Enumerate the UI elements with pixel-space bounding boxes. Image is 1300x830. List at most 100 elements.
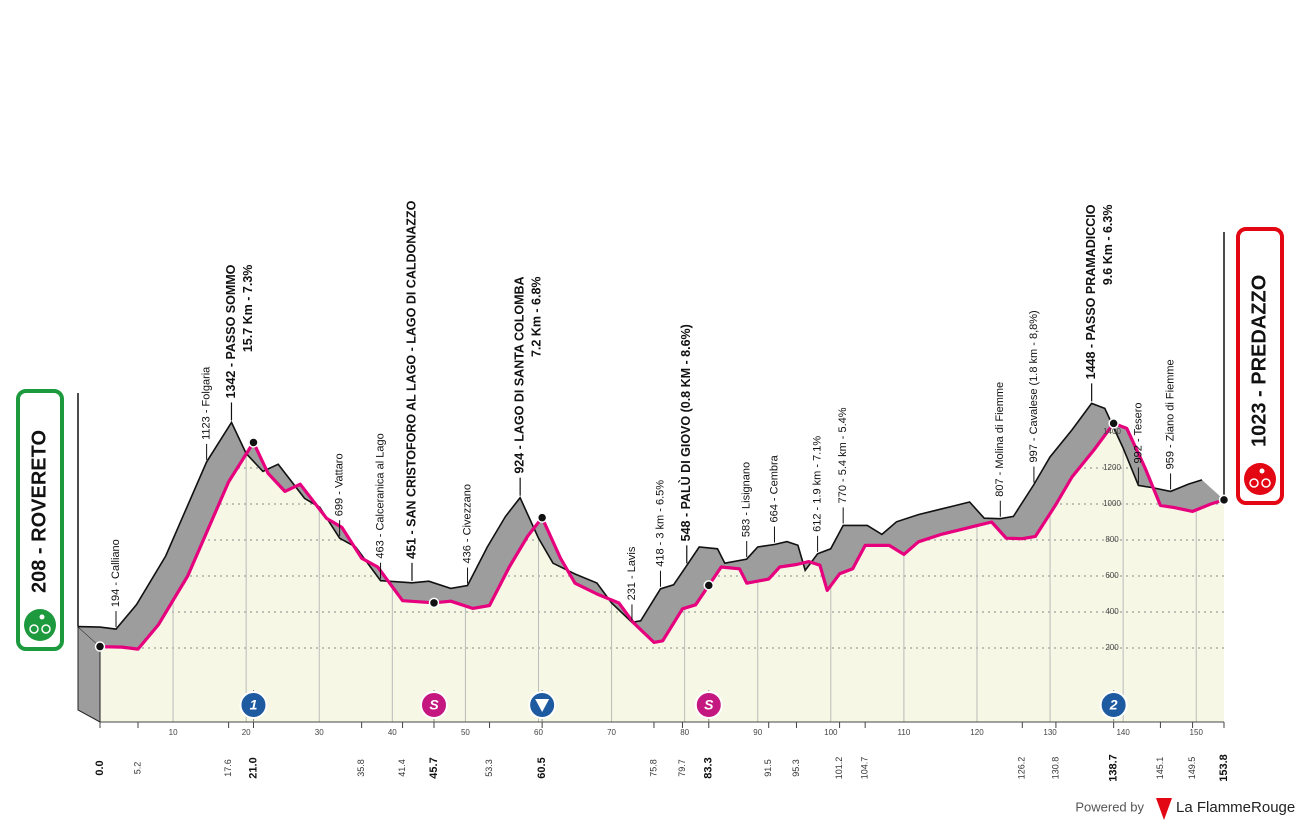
waypoint-label: 959 - Ziano di Fiemme: [1164, 359, 1176, 469]
waypoint-label: 612 - 1.9 km - 7.1%: [811, 436, 823, 532]
km-label: 17.6: [223, 759, 233, 777]
km-label: 60.5: [536, 757, 548, 778]
km-label: 145.1: [1155, 757, 1165, 780]
km-label: 79.7: [677, 759, 687, 777]
waypoint-label: 664 - Cembra: [768, 454, 780, 522]
footer-powered: Powered by: [1075, 799, 1144, 814]
km-label: 0.0: [94, 760, 106, 775]
point-dot: [1218, 494, 1230, 506]
category-marker: [694, 691, 723, 719]
km-label: 53.3: [484, 759, 494, 777]
km-label: 35.8: [356, 759, 366, 777]
start-icon-wheel: [29, 624, 39, 634]
point-dot: [94, 641, 106, 652]
x-tick-label: 20: [242, 728, 251, 737]
waypoint-label: 231 - Lavis: [626, 546, 638, 600]
km-label: 104.7: [860, 757, 870, 780]
x-tick-label: 100: [824, 728, 838, 737]
category-marker: [1099, 691, 1128, 719]
climb-label: 1448 - PASSO PRAMADICCIO: [1084, 204, 1098, 379]
waypoint-label: 992 - Tesero: [1132, 402, 1144, 463]
waypoint-label: 583 - Lisignano: [741, 462, 753, 537]
waypoint-label: 997 - Cavalese (1.8 km - 8,8%): [1028, 310, 1040, 462]
point-dot: [1108, 418, 1119, 429]
km-label: 83.3: [703, 757, 715, 778]
waypoint-label: 418 - 3 km - 6.5%: [654, 480, 666, 567]
finish-icon-wheel: [1249, 478, 1259, 488]
x-tick-label: 60: [534, 728, 543, 737]
category-marker: [419, 691, 448, 719]
km-label: 126.2: [1017, 757, 1027, 780]
finish-icon-wheel: [1261, 478, 1271, 488]
finish-icon: [1244, 463, 1276, 495]
km-label: 138.7: [1108, 754, 1120, 782]
waypoint-label: 770 - 5.4 km - 5.4%: [837, 407, 849, 503]
point-dot: [248, 437, 259, 448]
marker-symbol: [535, 699, 550, 712]
marker-symbol: S: [429, 697, 439, 713]
x-tick-label: 140: [1116, 728, 1130, 737]
climb-label: 924 - LAGO DI SANTA COLOMBA: [512, 276, 526, 473]
x-tick-label: 150: [1190, 728, 1204, 737]
km-label: 21.0: [247, 757, 259, 778]
km-label: 149.5: [1187, 757, 1197, 780]
waypoint-label: 463 - Calceranica al Lago: [374, 433, 386, 558]
km-label: 91.5: [763, 759, 773, 777]
y-tick-label: 1200: [1103, 463, 1121, 472]
brand-logo: [1156, 798, 1172, 820]
y-tick-label: 400: [1105, 607, 1119, 616]
x-tick-label: 130: [1043, 728, 1057, 737]
waypoint-label: 1123 - Folgaria: [201, 366, 213, 440]
climb-detail: 15.7 Km - 7.3%: [241, 265, 255, 353]
y-tick-label: 1000: [1103, 499, 1121, 508]
y-tick-label: 1400: [1103, 427, 1121, 436]
x-tick-label: 120: [970, 728, 984, 737]
point-dot: [703, 580, 715, 591]
km-label: 41.4: [397, 759, 407, 777]
marker-symbol: S: [704, 697, 714, 713]
start-icon-head: [39, 614, 45, 620]
finish-icon-head: [1259, 468, 1265, 474]
point-dot: [428, 597, 440, 609]
km-label: 130.8: [1050, 757, 1060, 780]
x-tick-label: 70: [607, 728, 616, 737]
km-label: 5.2: [132, 762, 142, 775]
waypoint-label: 436 - Civezzano: [461, 484, 473, 564]
km-label: 153.8: [1218, 754, 1230, 782]
climb-label: 548 - PALÙ DI GIOVO (0.8 KM - 8.6%): [678, 324, 693, 541]
ground-fill: [100, 423, 1224, 722]
x-tick-label: 110: [898, 728, 911, 737]
climb-label: 1342 - PASSO SOMMO: [224, 264, 238, 398]
x-tick-label: 50: [461, 728, 470, 737]
marker-symbol: 2: [1109, 697, 1118, 713]
y-tick-label: 600: [1105, 571, 1119, 580]
elevation-line: [99, 421, 1225, 651]
km-label: 101.2: [834, 757, 844, 780]
x-tick-label: 30: [315, 728, 324, 737]
start-icon-wheel: [41, 624, 51, 634]
waypoint-label: 194 - Calliano: [110, 539, 122, 607]
finish-badge: [1236, 227, 1284, 505]
km-label: 95.3: [791, 759, 801, 777]
climb-detail: 7.2 Km - 6.8%: [529, 276, 543, 357]
climb-label: 451 - SAN CRISTOFORO AL LAGO - LAGO DI C…: [404, 200, 418, 558]
start-label: 208 - ROVERETO: [28, 430, 50, 593]
x-tick-label: 40: [388, 728, 397, 737]
start-icon: [24, 609, 56, 641]
waypoint-label: 807 - Molina di Fiemme: [994, 382, 1006, 497]
km-label: 45.7: [428, 757, 440, 778]
x-tick-label: 10: [169, 728, 178, 737]
label-layer: 200 400 600 800 1000 1200 1400 10 20 30 40 50 60 70 80…: [16, 200, 1284, 782]
footer-brand: La FlammeRouge: [1176, 799, 1295, 816]
climb-detail: 9.6 Km - 6.3%: [1101, 205, 1115, 286]
marker-symbol: 1: [250, 697, 258, 713]
category-marker: [239, 691, 268, 719]
km-label: 75.8: [648, 759, 658, 777]
x-tick-label: 80: [680, 728, 689, 737]
waypoint-label: 699 - Vattaro: [334, 453, 346, 516]
finish-label: 1023 - PREDAZZO: [1248, 275, 1270, 447]
y-tick-label: 800: [1105, 535, 1119, 544]
point-dot: [536, 512, 548, 523]
